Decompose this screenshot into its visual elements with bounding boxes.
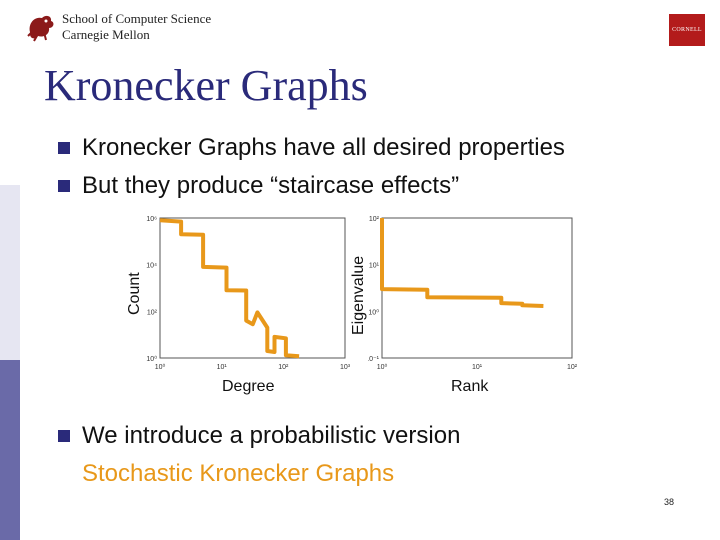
degree-axis-label: Degree <box>222 378 275 395</box>
sub-bullet: Stochastic Kronecker Graphs <box>82 460 395 487</box>
x-tick-label: 10² <box>278 364 289 371</box>
cmu-dragon-logo <box>27 15 54 42</box>
side-bar-top <box>0 0 20 185</box>
y-tick-label: 10² <box>369 216 380 223</box>
side-bar-bottom <box>0 360 20 540</box>
count-axis-label: Count <box>126 272 143 315</box>
x-tick-label: 10⁰ <box>155 363 166 371</box>
y-tick-label: 10⁰ <box>368 308 379 316</box>
bullet-3-text: We introduce a probabilistic version <box>82 422 461 449</box>
y-tick-label: 10⁰ <box>146 355 157 363</box>
plot-frame <box>159 217 346 359</box>
bullet-square-icon <box>58 180 70 192</box>
eigenvalue-axis-label: Eigenvalue <box>350 255 367 335</box>
rank-axis-label: Rank <box>451 378 489 395</box>
school-line-1: School of Computer Science <box>62 11 212 26</box>
eigenvalue-series-line <box>380 218 544 308</box>
x-tick-label: 10¹ <box>217 364 228 371</box>
cornell-logo: CORNELL <box>669 14 705 46</box>
bullet-1-text: Kronecker Graphs have all desired proper… <box>82 134 565 161</box>
slide-title: Kronecker Graphs <box>44 61 368 110</box>
school-line-2: Carnegie Mellon <box>62 27 150 42</box>
school-name: School of Computer Science Carnegie Mell… <box>62 11 211 43</box>
x-tick-label: 10⁰ <box>377 363 388 371</box>
bullet-square-icon <box>58 430 70 442</box>
page-number: 38 <box>664 497 675 507</box>
x-tick-label: 10³ <box>340 364 350 371</box>
bullet-square-icon <box>58 142 70 154</box>
y-tick-label: 10⁻¹ <box>368 356 380 363</box>
degree-distribution-chart: 10⁰ 10¹ 10² 10³ 10⁰ 10² 10⁴ 10⁶ <box>146 216 350 371</box>
x-tick-label: 10² <box>567 364 578 371</box>
bullet-2-text: But they produce “staircase effects” <box>82 172 460 199</box>
bullet-1: Kronecker Graphs have all desired proper… <box>58 134 565 162</box>
x-tick-label: 10¹ <box>472 364 483 371</box>
y-tick-label: 10⁴ <box>146 263 157 270</box>
bullet-2: But they produce “staircase effects” <box>58 172 459 200</box>
side-bar <box>0 0 20 540</box>
y-tick-label: 10⁶ <box>146 216 157 223</box>
y-tick-label: 10¹ <box>369 263 380 270</box>
bullet-3: We introduce a probabilistic version <box>58 422 460 450</box>
degree-series-line <box>159 218 300 359</box>
side-bar-middle <box>0 185 20 360</box>
y-tick-label: 10² <box>147 309 158 316</box>
